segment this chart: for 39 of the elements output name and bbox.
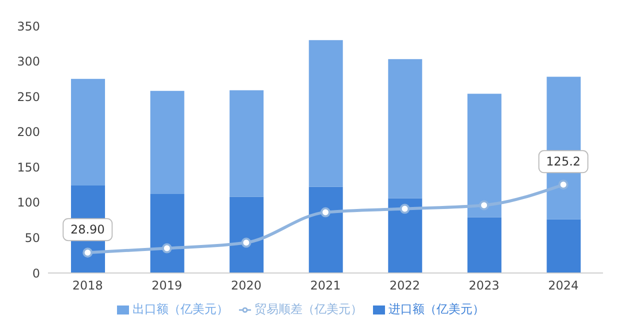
point [479,200,490,210]
bar [230,196,264,273]
y-tick-label: 100 [17,196,40,210]
point [320,207,330,218]
y-tick-label: 250 [17,90,40,104]
bar [546,219,581,273]
bar [467,217,502,273]
y-tick-label: 50 [24,230,40,245]
bar [388,59,422,198]
bar [308,186,343,273]
legend-label: 贸易顺差（亿美元） [254,302,362,316]
bar [230,90,264,197]
legend-label: 进口额（亿美元） [388,302,484,316]
bar [308,40,343,187]
point [558,180,568,190]
point [400,204,410,214]
y-tick-label: 150 [17,160,40,174]
data-label: 28.90 [70,222,105,237]
y-tick-label: 200 [17,125,40,140]
x-tick-label: 2020 [230,278,262,293]
bar [388,198,422,273]
point [82,248,93,258]
x-tick-label: 2022 [390,278,420,293]
x-tick-label: 2021 [310,278,341,293]
y-tick-label: 300 [17,54,40,69]
x-tick-label: 2023 [468,278,500,293]
data-label: 125.2 [546,154,581,169]
bar [71,78,105,186]
legend-label: 出口额（亿美元） [132,302,228,316]
point [241,238,252,248]
x-tick-label: 2024 [548,278,579,293]
x-tick-label: 2019 [152,278,182,293]
y-tick-label: 0 [32,266,40,280]
bar [150,90,184,194]
y-tick-label: 350 [17,19,40,34]
bar [150,194,184,273]
point [162,243,172,254]
x-tick-label: 2018 [72,278,103,293]
bar [467,94,502,218]
